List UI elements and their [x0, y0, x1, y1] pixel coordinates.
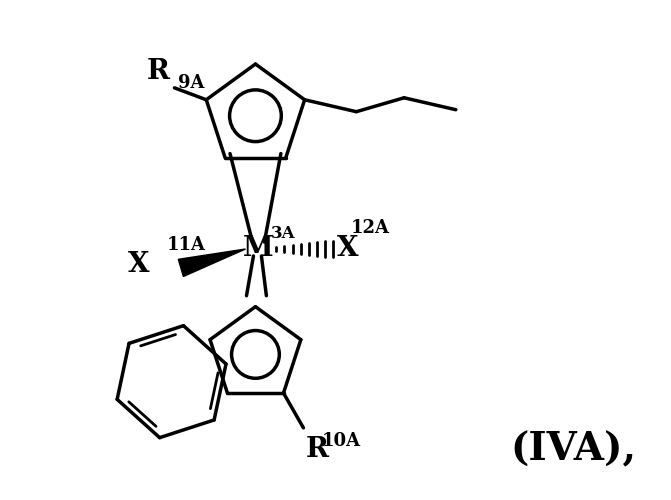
Text: 3A: 3A — [271, 225, 296, 242]
Text: 12A: 12A — [351, 219, 390, 237]
Text: R: R — [146, 58, 170, 85]
Polygon shape — [178, 249, 246, 276]
Text: 10A: 10A — [321, 432, 360, 450]
Text: 9A: 9A — [178, 74, 205, 92]
Text: R: R — [305, 436, 328, 463]
Text: 11A: 11A — [167, 236, 206, 254]
Text: M: M — [243, 234, 274, 262]
Text: X: X — [337, 234, 358, 262]
Text: (IVA),: (IVA), — [511, 430, 637, 468]
Text: X: X — [127, 252, 149, 278]
